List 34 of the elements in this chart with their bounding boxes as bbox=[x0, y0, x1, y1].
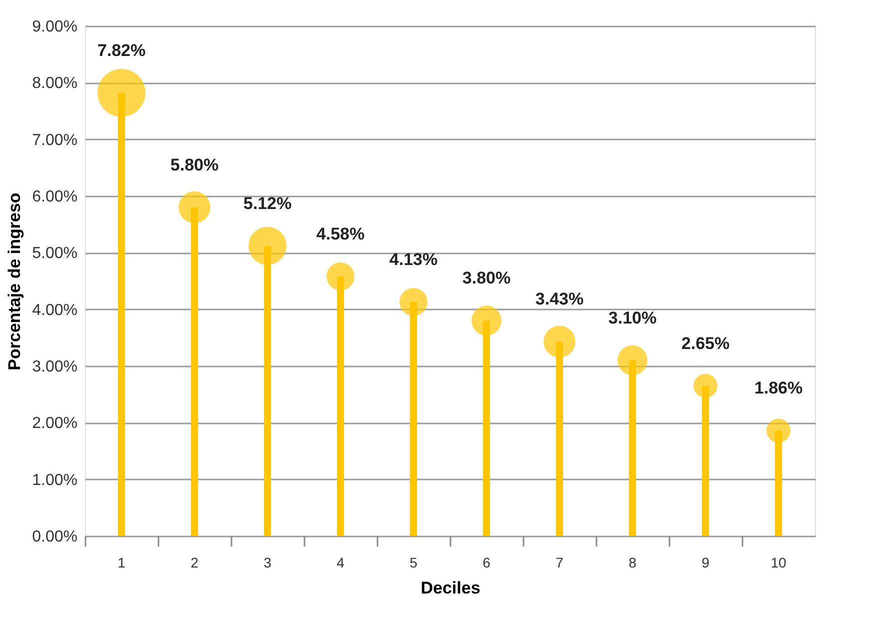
x-tick-label: 1 bbox=[118, 554, 126, 570]
y-tick-label: 6.00% bbox=[32, 188, 78, 206]
y-tick-label: 3.00% bbox=[32, 358, 78, 376]
data-label: 7.82% bbox=[97, 40, 146, 60]
data-label: 5.80% bbox=[170, 155, 219, 174]
y-tick-label: 5.00% bbox=[32, 245, 78, 262]
data-label: 4.13% bbox=[389, 250, 438, 269]
point bbox=[618, 345, 648, 376]
x-tick-label: 8 bbox=[628, 554, 637, 570]
y-tick-label: 1.00% bbox=[32, 472, 78, 489]
x-tick-label: 4 bbox=[336, 554, 345, 570]
data-label: 1.86% bbox=[754, 378, 803, 398]
y-tick-label: 0.00% bbox=[32, 528, 78, 546]
data-label: 3.10% bbox=[608, 308, 657, 328]
x-tick-label: 2 bbox=[190, 554, 199, 570]
x-tick-label: 7 bbox=[556, 554, 564, 570]
data-label: 3.80% bbox=[462, 268, 511, 288]
x-tick-label: 5 bbox=[410, 554, 418, 570]
point bbox=[472, 306, 502, 336]
x-tick-label: 10 bbox=[770, 554, 786, 570]
y-tick-label: 4.00% bbox=[32, 302, 78, 319]
x-tick-label: 9 bbox=[702, 554, 710, 570]
x-tick-label: 6 bbox=[482, 554, 491, 570]
x-tick-label: 3 bbox=[264, 554, 272, 570]
data-label: 2.65% bbox=[681, 334, 730, 353]
data-label: 3.43% bbox=[535, 290, 584, 309]
data-label: 4.58% bbox=[316, 224, 365, 244]
y-tick-label: 9.00% bbox=[32, 18, 78, 36]
y-axis-title: Porcentaje de ingreso bbox=[5, 192, 24, 370]
y-tick-label: 2.00% bbox=[32, 415, 78, 432]
y-tick-label: 7.00% bbox=[32, 132, 78, 149]
y-tick-label: 8.00% bbox=[32, 75, 78, 92]
data-label: 5.12% bbox=[243, 194, 292, 213]
x-axis-title: Deciles bbox=[420, 578, 480, 598]
